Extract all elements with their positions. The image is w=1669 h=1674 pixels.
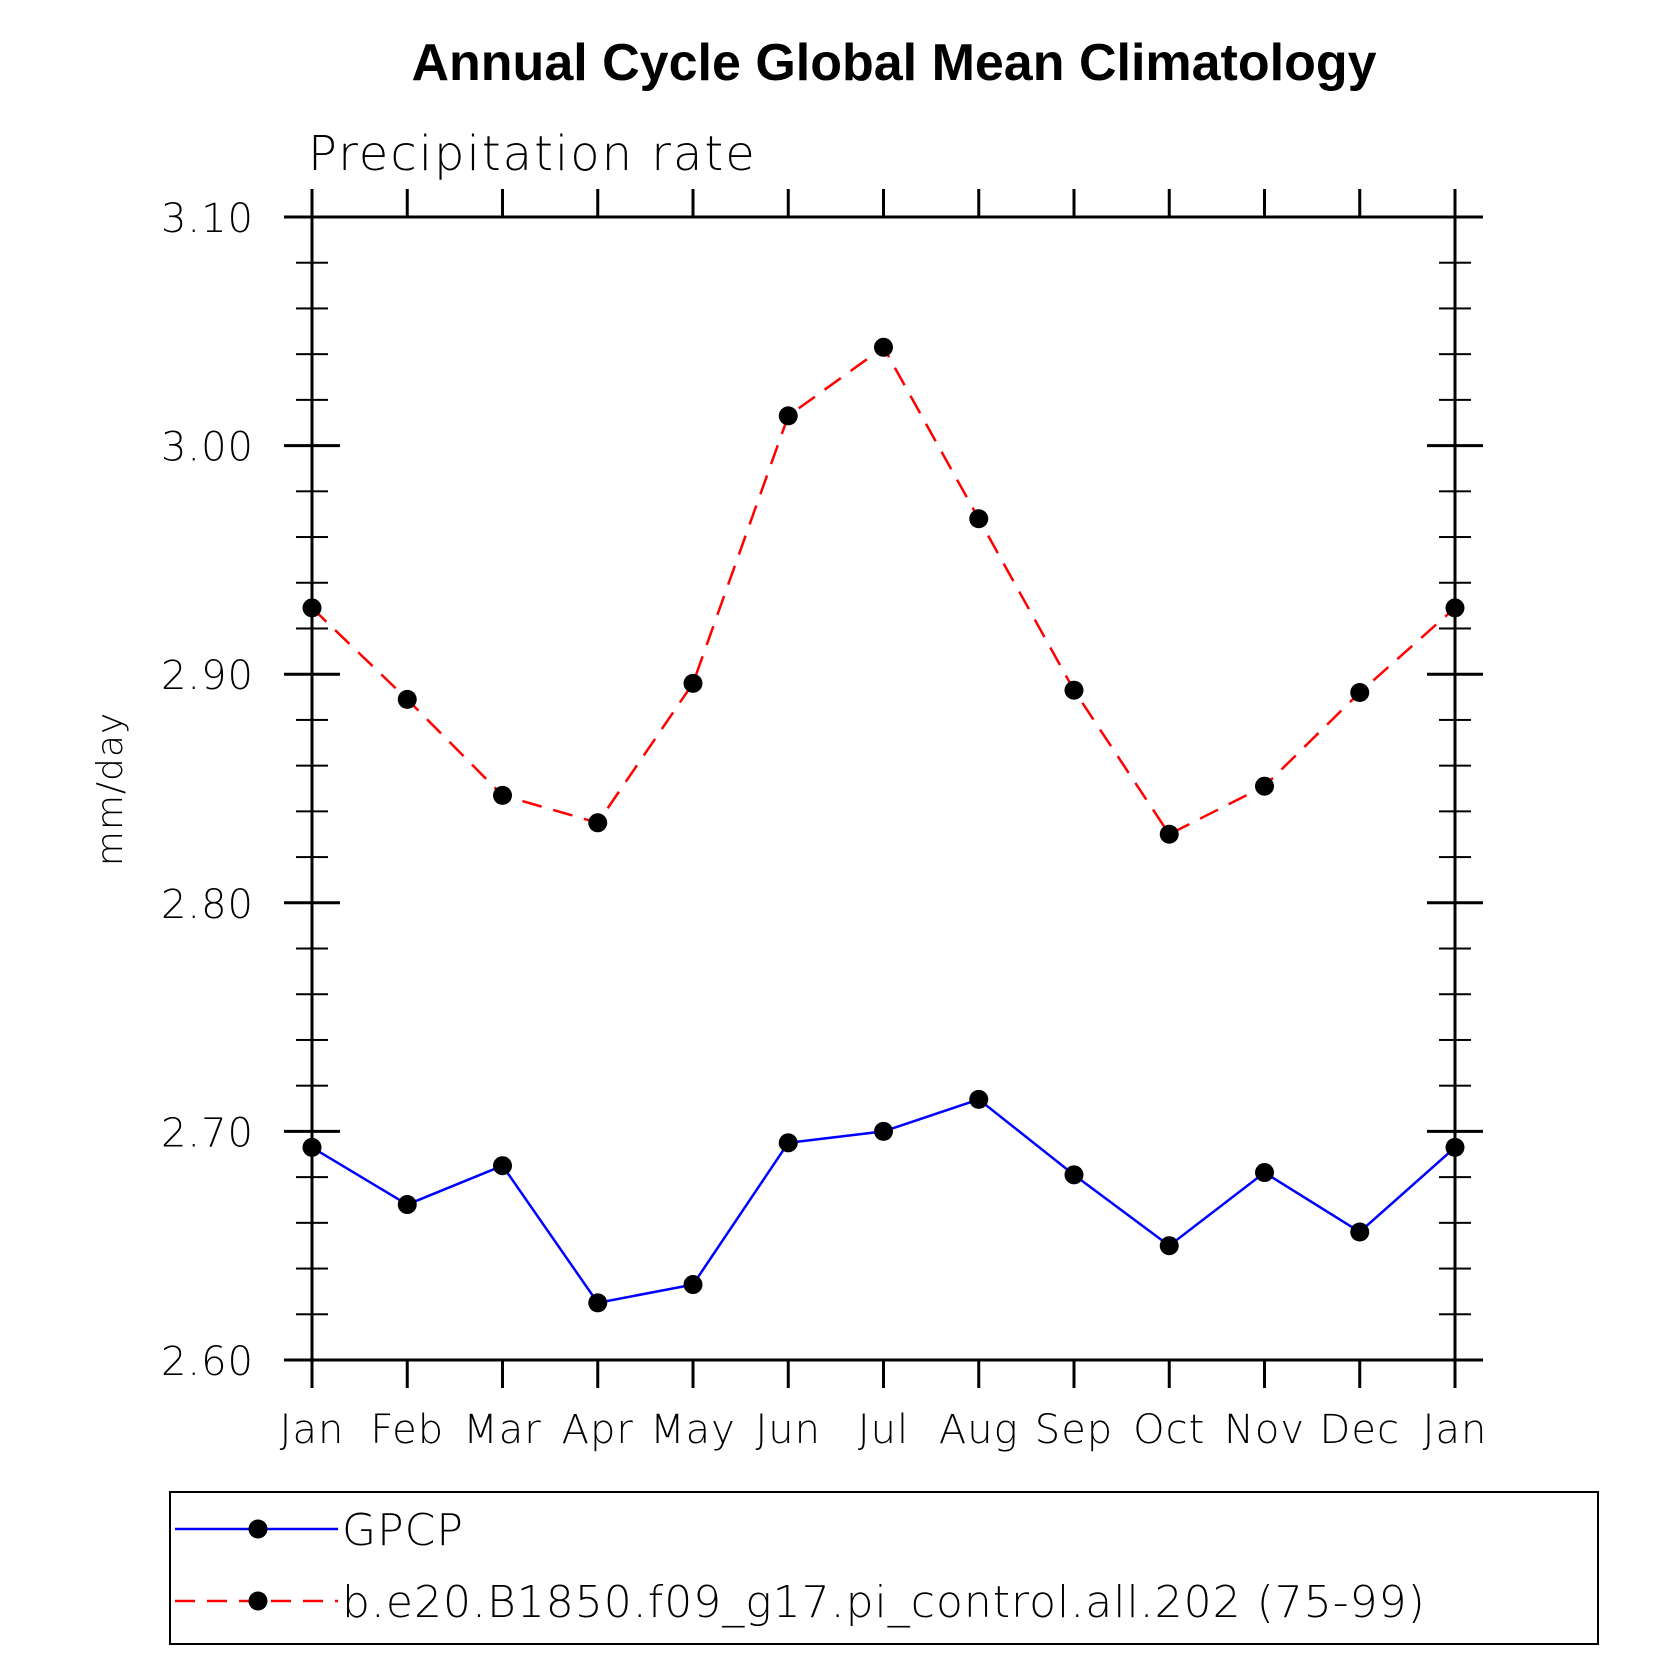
x-tick-label: Jan (1423, 1407, 1488, 1453)
chart-title: Annual Cycle Global Mean Climatology (411, 34, 1376, 92)
plot-frame (310, 215, 1457, 1362)
x-tick-label: Jan (280, 1407, 345, 1453)
legend-marker-1 (248, 1591, 268, 1611)
data-point-series-1 (1159, 824, 1179, 844)
data-point-series-1 (397, 689, 417, 709)
series-line-1 (311, 345, 1456, 836)
data-point-series-1 (493, 785, 512, 805)
data-point-series-0 (493, 1156, 512, 1176)
data-point-series-0 (1064, 1165, 1084, 1185)
x-tick-label: Jul (858, 1407, 909, 1453)
y-tick-label: 2.90 (161, 653, 254, 699)
x-tick-label: Sep (1035, 1407, 1113, 1453)
x-tick-label: Feb (370, 1407, 444, 1453)
legend-label-1: b.e20.B1850.f09_g17.pi_control.all.202 (… (342, 1577, 1426, 1628)
x-tick-label: Dec (1320, 1407, 1400, 1453)
y-tick-label: 2.70 (161, 1110, 254, 1156)
data-point-series-0 (1159, 1236, 1179, 1256)
legend-label-0: GPCP (342, 1505, 464, 1556)
data-point-series-0 (874, 1121, 893, 1141)
y-tick-label: 3.00 (161, 425, 254, 471)
y-tick-label: 2.80 (161, 882, 254, 928)
y-tick-label: 3.10 (161, 196, 254, 242)
data-point-series-1 (683, 673, 703, 693)
data-point-series-1 (1255, 776, 1274, 796)
data-point-series-1 (588, 813, 608, 833)
axis-ticks: Jan Feb Mar Apr May Jun Jul Aug Sep Oct Nov Dec Jan 2… (161, 189, 1488, 1453)
legend-box (169, 1491, 1599, 1645)
data-point-series-0 (1255, 1163, 1274, 1183)
data-point-series-0 (588, 1293, 608, 1313)
data-point-series-1 (874, 337, 893, 357)
data-point-series-1 (778, 406, 798, 426)
x-tick-label: May (650, 1407, 736, 1453)
data-point-series-0 (1350, 1222, 1370, 1242)
x-tick-label: Oct (1133, 1407, 1205, 1453)
data-point-series-1 (969, 509, 989, 529)
series-layer (302, 337, 1465, 1313)
x-tick-label: Nov (1224, 1407, 1305, 1453)
chart-subtitle: Precipitation rate (308, 126, 757, 182)
data-point-series-1 (1064, 680, 1084, 700)
data-point-series-1 (1350, 682, 1370, 702)
x-tick-label: Apr (562, 1407, 634, 1453)
x-tick-label: Jun (756, 1407, 822, 1453)
legend-marker-0 (248, 1519, 268, 1539)
data-point-series-0 (397, 1195, 417, 1215)
data-point-series-0 (969, 1089, 989, 1109)
y-axis-label: mm/day (90, 712, 131, 866)
data-point-series-0 (683, 1275, 703, 1295)
legend: GPCP b.e20.B1850.f09_g17.pi_control.all.2… (169, 1491, 1599, 1645)
x-tick-label: Aug (939, 1407, 1019, 1453)
data-point-series-0 (778, 1133, 798, 1153)
x-tick-label: Mar (463, 1407, 541, 1453)
y-tick-label: 2.60 (161, 1339, 254, 1385)
